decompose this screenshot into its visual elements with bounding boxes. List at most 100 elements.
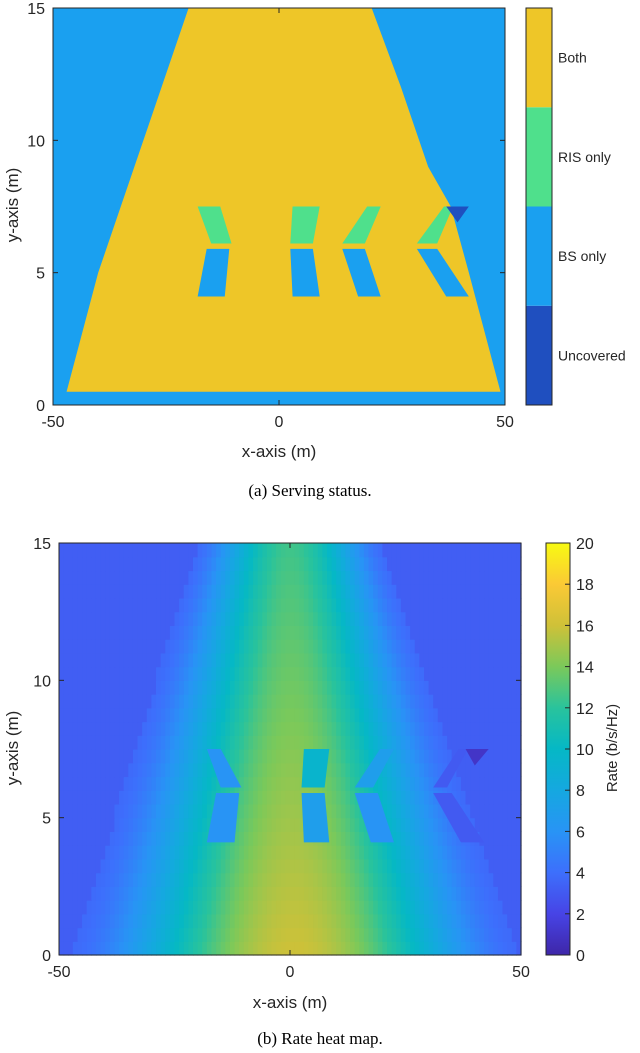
heat-cell [382, 666, 388, 681]
colorbar-segment [526, 8, 552, 108]
heat-cell [280, 749, 286, 764]
heat-cell [239, 749, 245, 764]
heat-cell [234, 556, 240, 572]
heat-cell [354, 584, 360, 599]
heat-cell [410, 831, 416, 846]
heat-cell [91, 611, 97, 626]
heat-cell [405, 584, 411, 599]
y-tick-label: 0 [36, 398, 45, 415]
heat-cell [192, 762, 199, 778]
heat-cell [299, 900, 305, 915]
heat-cell [405, 845, 411, 860]
heat-cell [276, 584, 282, 599]
heat-cell [299, 694, 305, 709]
heat-cell [511, 721, 517, 736]
heat-cell [105, 707, 111, 723]
heat-cell [137, 625, 143, 640]
heat-cell [317, 886, 323, 901]
heat-cell [132, 652, 139, 668]
heat-cell [202, 762, 208, 778]
heat-cell [169, 652, 176, 668]
heat-cell [428, 776, 434, 791]
heat-cell [105, 790, 111, 805]
heat-cell [294, 597, 300, 613]
heat-cell [391, 694, 397, 709]
heat-cell [119, 694, 125, 709]
heat-cell [192, 831, 199, 846]
heat-cell [257, 652, 263, 668]
heat-cell [331, 913, 337, 929]
heat-cell [410, 652, 416, 668]
heat-cell [484, 666, 490, 681]
heat-cell [493, 735, 499, 750]
heat-cell [86, 790, 92, 805]
heat-cell [340, 639, 347, 654]
heat-cell [497, 652, 504, 668]
heat-cell [313, 694, 319, 709]
heat-cell [373, 543, 379, 558]
heat-cell [243, 803, 250, 819]
heat-cell [174, 680, 180, 695]
heat-cell [202, 941, 208, 956]
heat-cell [410, 845, 416, 860]
heat-cell [206, 927, 213, 942]
heat-cell [479, 570, 485, 585]
heat-cell [151, 749, 157, 764]
heat-cell [456, 611, 462, 626]
heat-cell [216, 666, 222, 681]
heat-cell [345, 570, 351, 585]
heat-cell [507, 611, 513, 626]
heat-cell [151, 941, 157, 956]
heat-cell [248, 707, 254, 723]
heat-cell [169, 872, 176, 887]
heat-cell [290, 762, 296, 778]
heat-cell [363, 831, 370, 846]
heat-cell [68, 570, 74, 585]
heat-cell [382, 803, 388, 819]
heat-cell [428, 900, 434, 915]
heat-cell [109, 845, 116, 860]
heat-cell [326, 611, 333, 626]
heat-cell [276, 900, 282, 915]
heat-cell [363, 625, 370, 640]
heat-cell [511, 556, 517, 572]
heat-cell [123, 735, 129, 750]
heat-cell [326, 735, 333, 750]
heat-cell [391, 913, 397, 929]
heat-cell [119, 543, 125, 558]
heat-cell [345, 872, 351, 887]
heat-cell [433, 584, 439, 599]
heat-cell [290, 831, 296, 846]
heat-cell [109, 735, 116, 750]
heat-cell [336, 652, 342, 668]
heat-cell [465, 900, 471, 915]
heat-cell [387, 790, 393, 805]
heat-cell [474, 900, 481, 915]
heat-cell [516, 845, 522, 860]
heat-cell [442, 858, 448, 874]
heat-cell [373, 639, 379, 654]
heat-cell [82, 611, 88, 626]
obstacle-ris-only [342, 206, 381, 244]
heat-cell [128, 858, 134, 874]
heat-cell [428, 831, 434, 846]
heat-cell [206, 625, 213, 640]
heat-cell [179, 776, 185, 791]
heat-cell [456, 735, 462, 750]
heat-cell [225, 858, 231, 874]
heat-cell [59, 858, 65, 874]
heat-cell [137, 666, 143, 681]
colorbar-tick-label: 18 [576, 577, 594, 594]
heat-cell [123, 886, 129, 901]
heat-cell [243, 584, 250, 599]
heat-cell [160, 900, 166, 915]
heat-cell [192, 584, 199, 599]
heat-cell [331, 749, 337, 764]
heat-cell [142, 913, 148, 929]
heat-cell [340, 707, 347, 723]
heat-cell [493, 694, 499, 709]
serving-status-plot [53, 8, 505, 405]
heat-cell [174, 707, 180, 723]
heat-cell [336, 886, 342, 901]
heat-cell [86, 872, 92, 887]
